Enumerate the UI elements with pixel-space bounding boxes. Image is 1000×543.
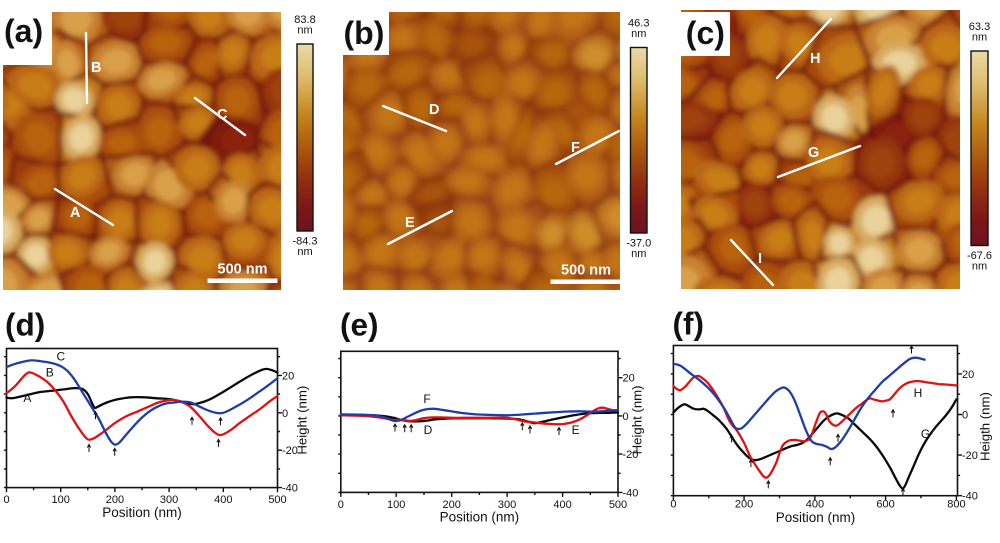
svg-text:500 nm: 500 nm <box>561 263 611 279</box>
svg-text:20: 20 <box>623 373 635 385</box>
svg-text:0: 0 <box>282 408 288 420</box>
svg-text:Position (nm): Position (nm) <box>102 505 182 520</box>
svg-text:A: A <box>23 391 31 405</box>
svg-text:B: B <box>46 366 54 380</box>
svg-text:F: F <box>571 140 580 156</box>
svg-text:-20: -20 <box>962 450 978 462</box>
svg-text:Position (nm): Position (nm) <box>440 509 520 524</box>
svg-text:Height (nm): Height (nm) <box>294 386 309 455</box>
svg-text:0: 0 <box>338 499 344 511</box>
svg-text:D: D <box>429 102 439 118</box>
svg-text:-20: -20 <box>623 449 639 461</box>
svg-text:nm: nm <box>972 261 987 273</box>
svg-text:46.3: 46.3 <box>628 18 649 30</box>
svg-text:100: 100 <box>52 494 70 506</box>
svg-text:400: 400 <box>806 499 824 511</box>
svg-text:-20: -20 <box>282 445 298 457</box>
svg-text:200: 200 <box>735 499 753 511</box>
svg-text:B: B <box>91 60 101 76</box>
svg-text:(f): (f) <box>673 306 704 342</box>
svg-text:300: 300 <box>498 499 516 511</box>
svg-text:Position (nm): Position (nm) <box>776 510 856 525</box>
svg-text:C: C <box>217 107 228 123</box>
svg-text:-84.3: -84.3 <box>292 236 317 248</box>
svg-text:E: E <box>572 423 580 437</box>
svg-text:0: 0 <box>3 494 9 506</box>
svg-text:300: 300 <box>160 494 178 506</box>
svg-text:500 nm: 500 nm <box>218 262 268 278</box>
svg-text:A: A <box>70 205 81 221</box>
svg-text:nm: nm <box>631 248 646 260</box>
svg-text:-40: -40 <box>623 487 639 499</box>
svg-text:800: 800 <box>947 499 965 511</box>
svg-text:Heigth (nm): Heigth (nm) <box>977 392 992 461</box>
svg-text:(d): (d) <box>5 307 45 343</box>
svg-text:83.8: 83.8 <box>294 14 315 26</box>
svg-text:nm: nm <box>297 25 312 37</box>
svg-text:(c): (c) <box>686 15 725 51</box>
svg-text:100: 100 <box>387 499 405 511</box>
svg-text:500: 500 <box>268 494 286 506</box>
svg-text:600: 600 <box>876 499 894 511</box>
svg-text:400: 400 <box>214 494 232 506</box>
svg-text:-67.6: -67.6 <box>967 250 992 262</box>
svg-text:20: 20 <box>962 369 974 381</box>
svg-text:H: H <box>810 51 820 67</box>
svg-text:0: 0 <box>670 499 676 511</box>
svg-text:(b): (b) <box>344 15 385 51</box>
svg-text:nm: nm <box>972 32 987 44</box>
svg-text:G: G <box>808 145 819 161</box>
svg-text:G: G <box>921 427 930 441</box>
svg-text:H: H <box>914 386 923 400</box>
svg-text:63.3: 63.3 <box>969 21 990 33</box>
svg-text:400: 400 <box>553 499 571 511</box>
svg-text:-37.0: -37.0 <box>626 238 651 250</box>
svg-text:(e): (e) <box>340 307 379 343</box>
svg-text:I: I <box>758 251 762 267</box>
svg-text:-40: -40 <box>282 483 298 495</box>
svg-text:-40: -40 <box>962 491 978 503</box>
svg-text:(a): (a) <box>4 13 43 49</box>
svg-text:C: C <box>56 350 65 364</box>
svg-text:D: D <box>424 423 433 437</box>
svg-text:20: 20 <box>282 370 294 382</box>
svg-text:nm: nm <box>631 28 646 40</box>
svg-text:500: 500 <box>609 499 627 511</box>
svg-text:200: 200 <box>106 494 124 506</box>
svg-text:Height (nm): Height (nm) <box>629 385 644 454</box>
svg-text:nm: nm <box>297 246 312 258</box>
svg-text:0: 0 <box>623 411 629 423</box>
svg-text:0: 0 <box>962 410 968 422</box>
svg-text:F: F <box>423 392 430 406</box>
svg-text:E: E <box>405 215 415 231</box>
svg-text:200: 200 <box>443 499 461 511</box>
